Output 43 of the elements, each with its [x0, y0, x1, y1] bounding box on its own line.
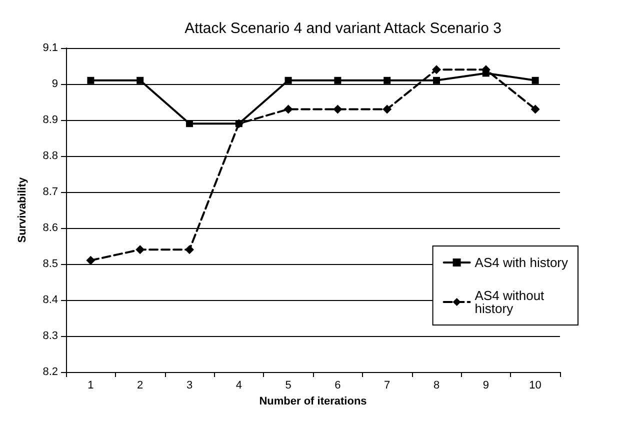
x-tick-label: 2 — [137, 380, 144, 392]
x-tick-label: 1 — [88, 380, 94, 392]
chart-title: Attack Scenario 4 and variant Attack Scenario 3 — [184, 20, 502, 37]
point — [136, 245, 145, 254]
point — [433, 76, 440, 84]
x-tick-label: 8 — [433, 380, 440, 392]
x-axis-title: Number of iterations — [259, 396, 367, 408]
y-tick-label: 8.9 — [42, 114, 58, 126]
point — [384, 76, 391, 84]
x-tick-label: 10 — [529, 380, 542, 392]
y-tick-label: 8.4 — [42, 294, 58, 306]
point — [284, 104, 293, 114]
point — [185, 245, 194, 254]
y-tick-label: 9 — [52, 78, 58, 90]
point — [235, 120, 242, 128]
x-tick-label: 7 — [384, 380, 390, 392]
point — [284, 76, 292, 84]
point — [186, 120, 193, 128]
y-tick-label: 8.2 — [42, 366, 58, 378]
point — [432, 65, 441, 74]
point — [530, 104, 540, 114]
x-tick-label: 4 — [236, 380, 242, 392]
point — [532, 76, 539, 84]
y-tick-label: 8.7 — [42, 186, 58, 198]
y-tick-label: 8.5 — [42, 258, 58, 270]
x-tick-label: 9 — [482, 380, 489, 392]
y-tick-label: 8.8 — [42, 150, 58, 162]
point — [382, 104, 392, 114]
point — [87, 76, 94, 84]
point — [136, 76, 144, 84]
legend-label: AS4 with history — [474, 255, 568, 270]
y-tick-label: 8.3 — [42, 330, 58, 342]
y-axis-title: Survivability — [16, 176, 28, 243]
x-tick-label: 3 — [186, 380, 193, 392]
y-tick-label: 8.6 — [42, 222, 58, 234]
point — [86, 256, 96, 265]
point — [482, 70, 490, 77]
point — [334, 76, 342, 84]
point — [333, 104, 342, 114]
x-tick-label: 5 — [285, 380, 292, 392]
y-tick-label: 9.1 — [42, 42, 58, 54]
legend-label: AS4 without history — [474, 288, 548, 316]
x-tick-label: 6 — [334, 380, 341, 392]
